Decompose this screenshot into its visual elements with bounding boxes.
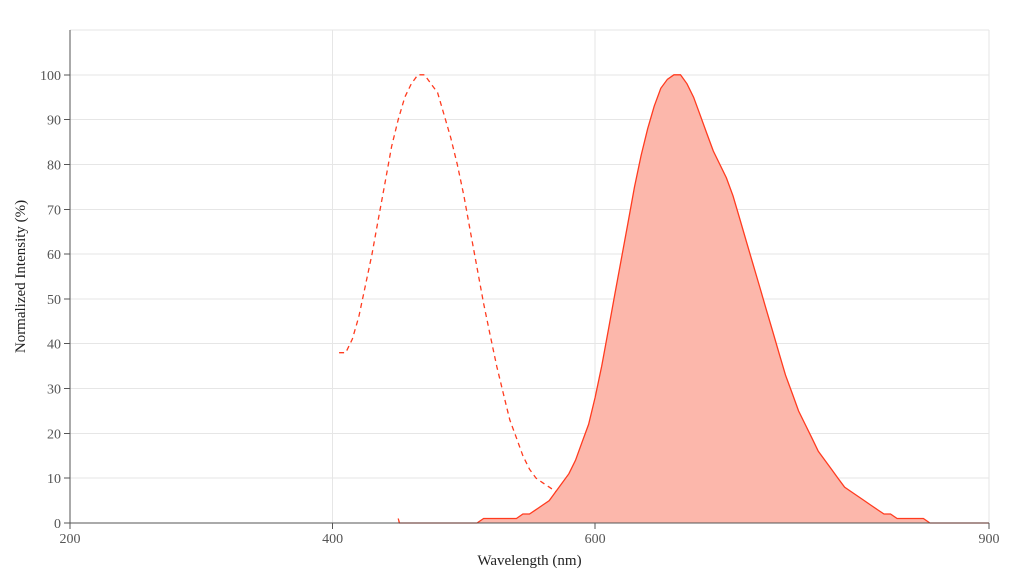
emission-line [397, 74, 989, 524]
y-tick-label: 100 [40, 69, 61, 84]
axis-layer [69, 30, 989, 524]
x-tick-label: 200 [60, 532, 81, 547]
x-tick-label: 400 [322, 532, 343, 547]
series-layer [339, 74, 989, 524]
y-tick-label: 90 [47, 114, 61, 129]
y-tick-label: 20 [47, 427, 61, 442]
x-tick-label: 900 [979, 532, 1000, 547]
grid-layer [70, 29, 990, 523]
y-tick-label: 40 [47, 338, 61, 353]
x-tick-label: 600 [585, 532, 606, 547]
y-tick-label: 50 [47, 293, 61, 308]
excitation-dashed-line [339, 74, 596, 502]
y-axis-title: Normalized Intensity (%) [13, 200, 29, 353]
emission-area-fill [398, 74, 989, 524]
y-tick-label: 80 [47, 158, 61, 173]
y-tick-label: 10 [47, 472, 61, 487]
y-tick-label: 70 [47, 203, 61, 218]
y-tick-label: 0 [54, 517, 61, 532]
y-tick-label: 30 [47, 383, 61, 398]
tick-layer: 0 10 20 30 40 50 60 70 80 90 100 200 400 600 900 [40, 69, 1000, 547]
y-tick-label: 60 [47, 248, 61, 263]
x-axis-title: Wavelength (nm) [477, 553, 581, 569]
